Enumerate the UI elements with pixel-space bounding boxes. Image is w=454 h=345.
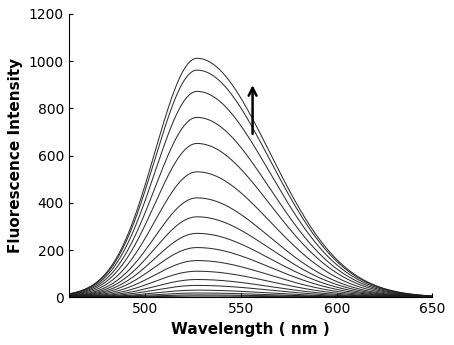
- Y-axis label: Fluorescence Intensity: Fluorescence Intensity: [8, 58, 23, 253]
- X-axis label: Wavelength ( nm ): Wavelength ( nm ): [171, 322, 330, 337]
